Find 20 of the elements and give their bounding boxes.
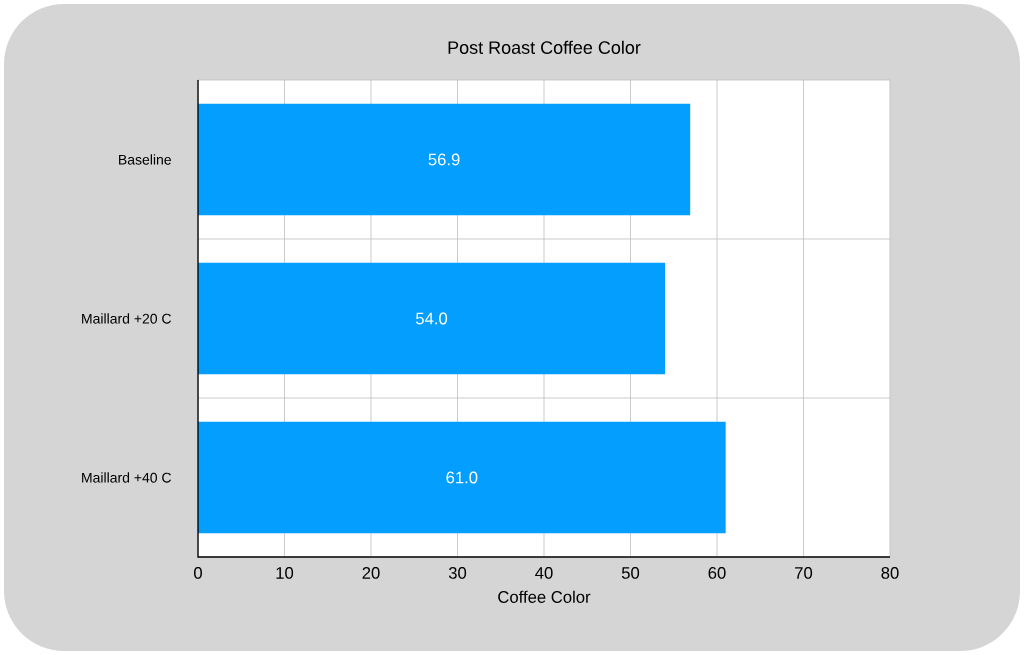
bar — [198, 103, 691, 216]
y-tick-label: Maillard +20 C — [82, 313, 172, 324]
bar — [198, 262, 666, 375]
x-tick-label: 10 — [276, 567, 294, 579]
x-tick-label: 70 — [795, 567, 813, 579]
y-tick-label: Baseline — [119, 154, 171, 165]
y-tick-label: Maillard +40 C — [82, 472, 172, 483]
data-label: 61.0 — [446, 471, 478, 484]
x-axis-title: Coffee Color — [498, 590, 591, 603]
bar — [198, 421, 726, 534]
x-tick-label: 60 — [708, 567, 726, 579]
chart-title: Post Roast Coffee Color — [448, 40, 641, 54]
data-label: 56.9 — [428, 153, 460, 166]
x-tick-label: 30 — [448, 567, 467, 579]
x-tick-label: 20 — [362, 567, 380, 579]
data-label: 54.0 — [416, 312, 448, 325]
x-tick-label: 50 — [621, 567, 640, 579]
x-tick-label: 40 — [535, 567, 553, 579]
x-tick-label: 0 — [194, 567, 202, 579]
x-tick-label: 80 — [881, 567, 899, 579]
